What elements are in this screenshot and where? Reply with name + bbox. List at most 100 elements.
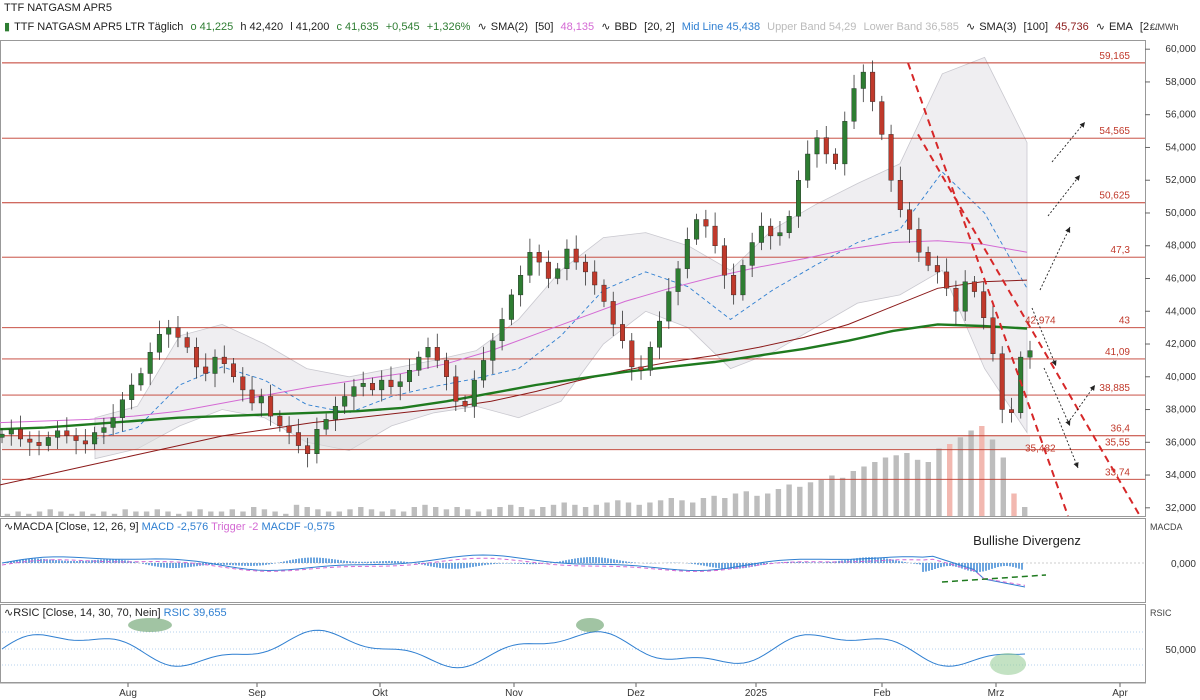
volume-bar [700, 498, 707, 516]
volume-bar [68, 513, 75, 517]
volume-bar [765, 493, 771, 516]
volume-bar [475, 511, 482, 516]
level-label: 41,09 [1105, 347, 1130, 358]
candle-body [545, 261, 551, 279]
rsi-value: RSIC 39,655 [163, 607, 227, 619]
y-tick-label: 36,000 [1165, 437, 1196, 448]
volume-bar [26, 513, 32, 517]
volume-bar [36, 511, 43, 516]
volume-bar [818, 480, 824, 516]
sma50-param: [50] [535, 21, 554, 33]
volume-bar [368, 509, 375, 517]
level-label: 59,165 [1099, 51, 1130, 62]
volume-bar [154, 509, 160, 517]
volume-bar [989, 439, 996, 516]
candle-body [814, 137, 820, 155]
candle-body [564, 248, 570, 269]
x-tick-label: Dez [627, 688, 645, 699]
candle-body [823, 137, 829, 155]
y-tick-label: 56,000 [1165, 110, 1196, 121]
candle-body [851, 88, 857, 122]
candle-body [453, 376, 459, 402]
sma100-line [0, 279, 1028, 486]
main-legend: ▮ TTF NATGASM APR5 LTR Täglich o 41,225 h… [4, 20, 1162, 33]
x-tick-label: Okt [372, 688, 388, 699]
candle-body [416, 356, 422, 371]
macdf-value: MACDF -0,575 [261, 521, 335, 533]
candle-body [592, 271, 598, 286]
candle-body [258, 396, 264, 404]
volume-bar [133, 511, 139, 516]
candle-body [638, 366, 644, 371]
candle-body [536, 252, 542, 263]
volume-bar [325, 511, 332, 516]
volume-bar [4, 513, 11, 517]
candle-body [657, 320, 663, 348]
volume-bar [679, 500, 685, 516]
volume-bar [218, 511, 225, 516]
y-axis: 32,000 34,000 36,000 38,000 40,000 42,000 44,0… [1145, 44, 1196, 514]
candle-body [407, 370, 413, 382]
trendline-label: 42,974 [1025, 316, 1056, 327]
y-tick-label: 50,000 [1165, 208, 1196, 219]
volume-bar [657, 500, 664, 516]
candle-body [36, 442, 42, 446]
candle-body [342, 396, 348, 407]
volume-bar [604, 502, 610, 516]
candle-body [786, 216, 792, 233]
candle-body [184, 337, 190, 348]
candle-body [221, 356, 227, 364]
candle-body [666, 291, 672, 322]
candle-body [925, 252, 931, 266]
macd-value: MACD -2,576 [141, 521, 209, 533]
bb-mid-line [94, 171, 1028, 440]
instrument-label: TTF NATGASM APR5 LTR Täglich [14, 21, 184, 33]
volume-bar [1000, 457, 1006, 516]
candle-body [64, 430, 70, 436]
volume-bar [143, 511, 150, 516]
rsi-fifty-label: 50,000 [1165, 645, 1196, 656]
macd-legend: ∿MACDA [Close, 12, 26, 9] MACD -2,576 Tr… [4, 520, 335, 533]
candle-body [944, 271, 950, 289]
volume-bar [893, 455, 899, 517]
volume-bar [947, 444, 953, 516]
volume-bar [797, 486, 803, 517]
candle-body [45, 437, 51, 446]
volume-bar [711, 495, 717, 517]
y-tick-label: 32,000 [1165, 503, 1196, 514]
candle-body [573, 248, 579, 263]
y-tick-label: 34,000 [1165, 470, 1196, 481]
high-value: h 42,420 [240, 21, 284, 33]
y-tick-label: 42,000 [1165, 339, 1196, 350]
candle-body [8, 429, 14, 435]
volume-bar [176, 513, 182, 517]
change-pct: +1,326% [426, 21, 471, 33]
sma50-line [0, 240, 1028, 424]
candle-body [907, 209, 913, 230]
volume-bar [668, 498, 674, 516]
macd-params: [Close, 12, 26, 9] [55, 521, 139, 533]
rsi-legend: ∿RSIC [Close, 14, 30, 70, Nein] RSIC 39,… [4, 606, 227, 619]
low-value: l 41,200 [290, 21, 330, 33]
volume-bar [636, 504, 642, 517]
volume-bar [336, 511, 342, 516]
trendline-upper [917, 133, 1141, 517]
volume-bar [304, 507, 310, 516]
candle-body [305, 445, 311, 455]
volume-bar [122, 509, 128, 517]
trendline-label: 35,482 [1025, 444, 1056, 455]
candle-body [268, 396, 274, 417]
rsi-label: RSIC [13, 607, 40, 619]
volume-bar [422, 504, 428, 517]
volume-bar [807, 482, 814, 517]
y-tick-label: 44,000 [1165, 306, 1196, 317]
volume-bar [15, 511, 21, 516]
level-label: 43 [1119, 316, 1131, 327]
horizontal-levels: 59,165 54,565 50,625 47,3 43 41,09 38,885 36,4 3… [2, 51, 1145, 480]
candle-body [833, 153, 839, 165]
candle-body [583, 261, 589, 273]
volume-bar [615, 500, 621, 516]
volume-bar [293, 504, 300, 517]
level-label: 38,885 [1099, 383, 1130, 394]
